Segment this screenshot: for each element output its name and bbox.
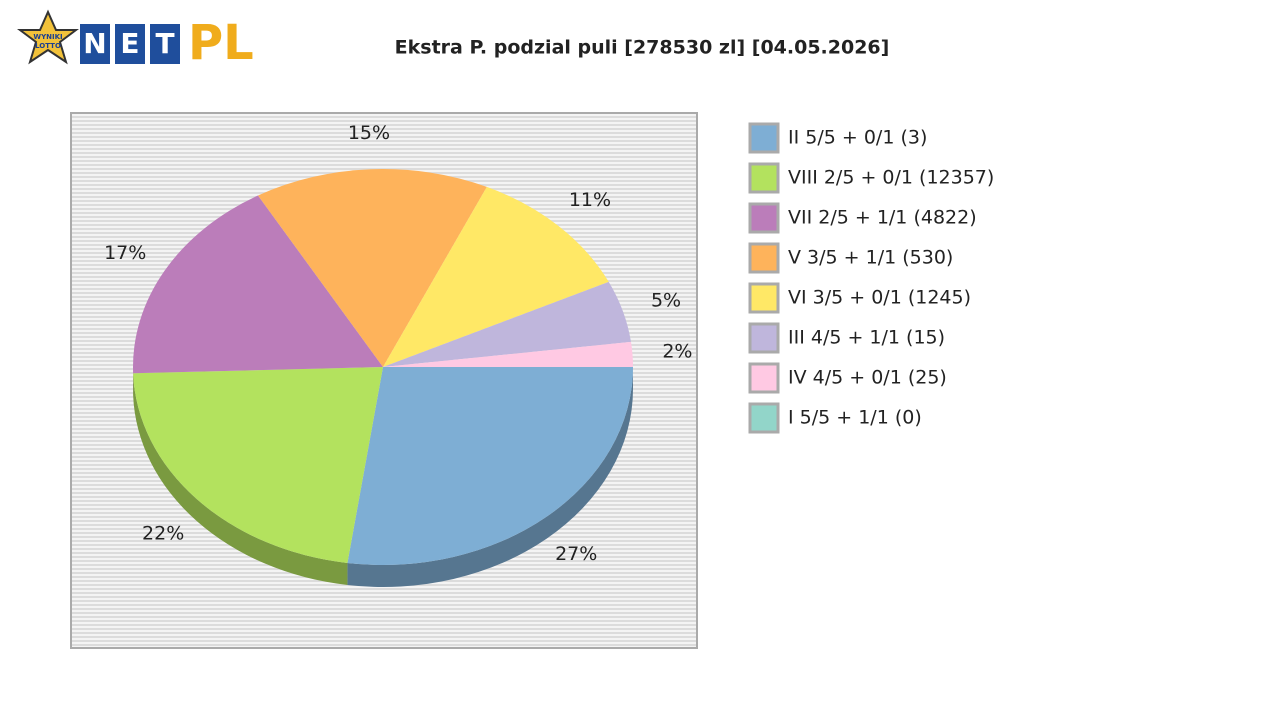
legend-swatch: [750, 284, 778, 312]
legend-label: I 5/5 + 1/1 (0): [788, 407, 922, 429]
legend-label: IV 4/5 + 0/1 (25): [788, 367, 947, 389]
legend-swatch: [750, 204, 778, 232]
logo-letter: E: [120, 27, 139, 60]
logo-badge: LOTTO: [35, 42, 61, 50]
legend-swatch: [750, 124, 778, 152]
legend-swatch: [750, 164, 778, 192]
logo-letter: N: [83, 27, 106, 60]
data-label: 11%: [569, 189, 611, 211]
legend-label: V 3/5 + 1/1 (530): [788, 247, 953, 269]
legend-swatch: [750, 324, 778, 352]
data-label: 17%: [104, 242, 146, 264]
chart-title: Ekstra P. podzial puli [278530 zl] [04.0…: [395, 37, 890, 59]
legend-label: VII 2/5 + 1/1 (4822): [788, 207, 977, 229]
logo-badge: WYNIKI: [33, 33, 62, 41]
legend-swatch: [750, 244, 778, 272]
logo-letter: T: [155, 27, 174, 60]
data-label: 2%: [662, 341, 692, 363]
legend-label: VI 3/5 + 0/1 (1245): [788, 287, 971, 309]
legend-label: II 5/5 + 0/1 (3): [788, 127, 927, 149]
data-label: 5%: [651, 290, 681, 312]
logo: WYNIKI LOTTO N E T PL: [20, 12, 254, 71]
data-label: 27%: [555, 543, 597, 565]
legend: II 5/5 + 0/1 (3) VIII 2/5 + 0/1 (12357) VI…: [750, 124, 994, 432]
legend-swatch: [750, 404, 778, 432]
legend-label: VIII 2/5 + 0/1 (12357): [788, 167, 994, 189]
legend-swatch: [750, 364, 778, 392]
data-label: 22%: [142, 522, 184, 544]
data-label: 15%: [348, 122, 390, 144]
logo-accent: PL: [188, 15, 254, 71]
legend-label: III 4/5 + 1/1 (15): [788, 327, 945, 349]
